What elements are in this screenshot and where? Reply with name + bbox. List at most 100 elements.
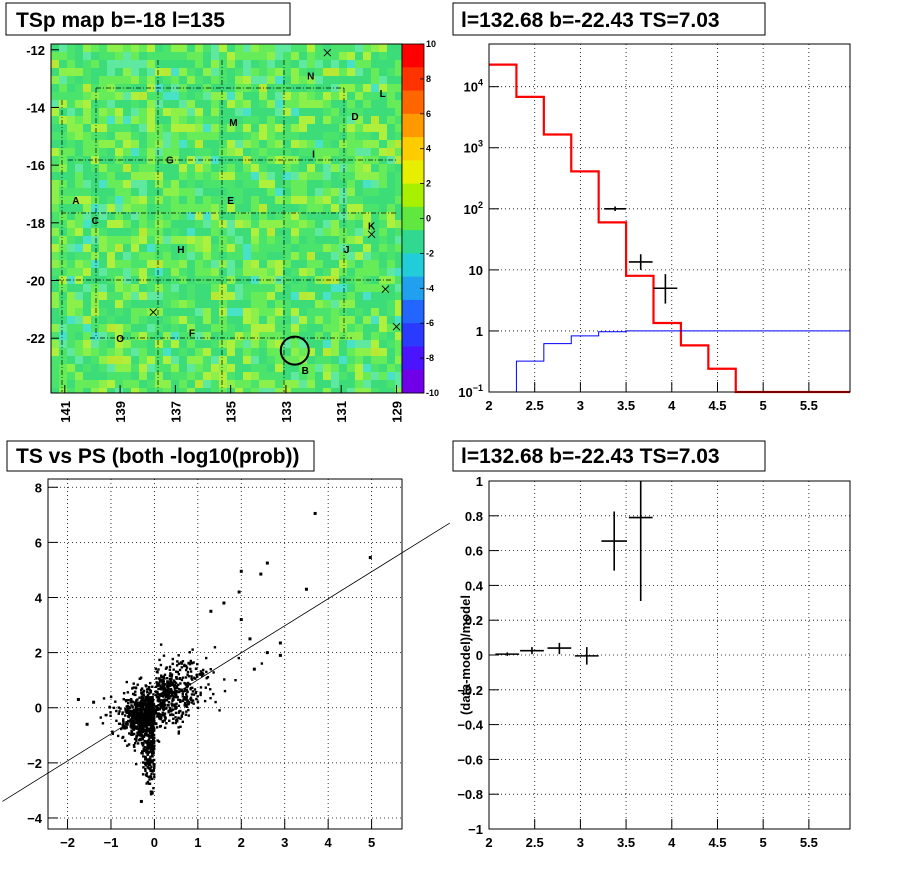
heatmap-cell: [219, 372, 227, 380]
heatmap-cell: [235, 44, 243, 52]
heatmap-cell: [307, 380, 315, 388]
heatmap-cell: [355, 268, 363, 276]
spectrum-title-box: l=132.68 b=-22.43 TS=7.03: [452, 2, 766, 36]
cross-marker: [367, 230, 376, 239]
heatmap-cell: [211, 84, 219, 92]
heatmap-cell: [379, 372, 387, 380]
heatmap-cell: [235, 212, 243, 220]
heatmap-cell: [75, 236, 83, 244]
heatmap-cell: [195, 124, 203, 132]
scatter-point: [167, 685, 170, 689]
y-tick-label: 0.2: [465, 613, 483, 628]
region-label-e: E: [227, 196, 234, 207]
scatter-point: [177, 730, 181, 733]
heatmap-cell: [379, 292, 387, 300]
region-label-l: L: [380, 89, 386, 100]
scatter-point: [195, 667, 198, 670]
heatmap-cell: [83, 116, 91, 124]
scatter-point: [174, 682, 178, 685]
scatter-point: [149, 734, 153, 738]
heatmap-cell: [379, 324, 387, 332]
scatter-point: [187, 714, 190, 717]
heatmap-cell: [259, 260, 267, 268]
scatter-point: [157, 682, 160, 685]
scatter-point: [132, 744, 136, 747]
heatmap-cell: [363, 380, 371, 388]
heatmap-cell: [139, 180, 147, 188]
heatmap-cell: [139, 260, 147, 268]
y-tick-label: 1: [476, 474, 483, 489]
heatmap-cell: [203, 324, 211, 332]
heatmap-cell: [59, 116, 67, 124]
heatmap-cell: [203, 228, 211, 236]
heatmap-cell: [227, 68, 235, 76]
heatmap-cell: [339, 332, 347, 340]
heatmap-cell: [171, 236, 179, 244]
heatmap-cell: [307, 140, 315, 148]
heatmap-cell: [187, 212, 195, 220]
heatmap-cell: [211, 116, 219, 124]
scatter-point: [108, 705, 111, 709]
heatmap-cell: [307, 220, 315, 228]
scatter-point: [136, 704, 139, 708]
heatmap-cell: [203, 356, 211, 364]
heatmap-cell: [75, 148, 83, 156]
heatmap-cell: [75, 260, 83, 268]
heatmap-cell: [259, 212, 267, 220]
scatter-point: [146, 694, 150, 697]
heatmap-cell: [235, 316, 243, 324]
scatter-point: [142, 690, 145, 694]
heatmap-cell: [331, 220, 339, 228]
scatter-point: [159, 679, 163, 682]
heatmap-cell: [315, 92, 323, 100]
heatmap-cell: [107, 356, 115, 364]
scatter-point: [143, 704, 146, 707]
scatter-point: [162, 693, 165, 696]
heatmap-cell: [99, 260, 107, 268]
scatter-point: [145, 685, 148, 688]
heatmap-cell: [283, 212, 291, 220]
heatmap-cell: [275, 268, 283, 276]
scatter-point: [142, 722, 145, 725]
heatmap-cell: [355, 324, 363, 332]
y-tick-label: 1: [476, 324, 483, 339]
heatmap-cell: [251, 76, 259, 84]
heatmap-cell: [163, 108, 171, 116]
heatmap-cell: [323, 316, 331, 324]
heatmap-cell: [395, 276, 402, 284]
scatter-point: [151, 738, 155, 742]
y-tick-label: 0: [35, 701, 42, 716]
heatmap-cell: [347, 252, 355, 260]
scatter-point: [170, 691, 174, 694]
heatmap-cell: [339, 92, 347, 100]
scatter-point: [132, 722, 136, 726]
heatmap-cell: [251, 372, 259, 380]
heatmap-cell: [363, 44, 371, 52]
heatmap-cell: [363, 84, 371, 92]
heatmap-cell: [155, 116, 163, 124]
heatmap-cell: [379, 364, 387, 372]
heatmap-cell: [307, 204, 315, 212]
heatmap-cell: [99, 108, 107, 116]
heatmap-cell: [139, 372, 147, 380]
heatmap-cell: [195, 228, 203, 236]
scatter-point: [168, 719, 171, 722]
heatmap-cell: [251, 332, 259, 340]
heatmap-cell: [371, 252, 379, 260]
heatmap-cell: [187, 172, 195, 180]
heatmap-cell: [179, 332, 187, 340]
heatmap-cell: [315, 348, 323, 356]
heatmap-cell: [179, 236, 187, 244]
scatter-point: [162, 680, 166, 683]
heatmap-cell: [331, 348, 339, 356]
heatmap-cell: [195, 164, 203, 172]
heatmap-cell: [227, 236, 235, 244]
heatmap-cell: [339, 76, 347, 84]
heatmap-cell: [387, 348, 395, 356]
heatmap-cell: [219, 380, 227, 388]
heatmap-cell: [59, 84, 67, 92]
scatter-point: [153, 716, 156, 720]
scatter-point: [147, 767, 151, 770]
scatter-point: [164, 690, 167, 693]
heatmap-cell: [171, 348, 179, 356]
